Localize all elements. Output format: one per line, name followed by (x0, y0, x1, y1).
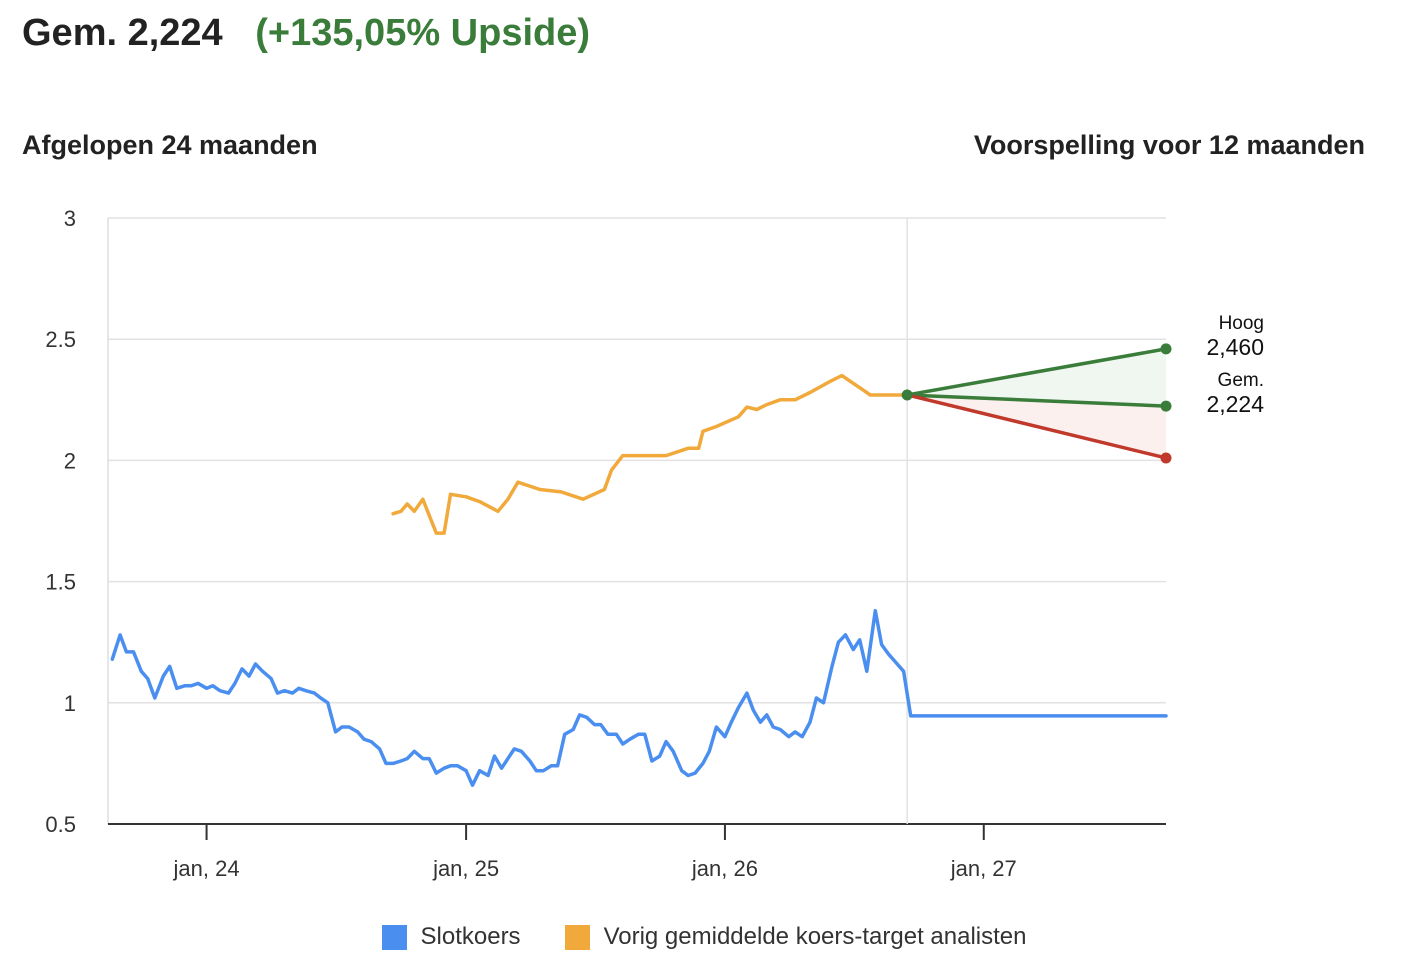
x-tick-label: jan, 25 (432, 856, 499, 881)
forecast-high-line (906, 347, 1167, 397)
legend-item-close[interactable]: Slotkoers (381, 923, 521, 951)
x-tick-label: jan, 27 (950, 856, 1017, 881)
legend-label-close: Slotkoers (420, 923, 521, 950)
y-tick-label: 0.5 (45, 812, 76, 837)
y-tick-label: 2.5 (45, 327, 76, 352)
forecast-start-point (901, 389, 913, 401)
forecast-low-line (906, 393, 1167, 460)
forecast-avg-point (1160, 400, 1172, 412)
analyst-target-line (391, 373, 909, 535)
y-tick-label: 1 (64, 691, 76, 716)
headline: Gem. 2,224 (+135,05% Upside) (22, 12, 590, 55)
forecast-low-point (1160, 452, 1172, 464)
forecast-period-label: Voorspelling voor 12 maanden (973, 130, 1365, 160)
legend-swatch-close (381, 924, 407, 950)
legend-swatch-target (564, 924, 590, 950)
average-target-price: Gem. 2,224 (22, 12, 223, 54)
x-tick-label: jan, 24 (173, 856, 240, 881)
y-tick-label: 3 (64, 206, 76, 231)
upside-percentage: (+135,05% Upside) (255, 12, 591, 54)
forecast-avg-label: Gem. (1218, 370, 1264, 391)
forecast-avg-line (907, 393, 1167, 408)
forecast-high-point (1160, 343, 1172, 355)
close-price-line (110, 608, 1168, 787)
y-tick-label: 1.5 (45, 570, 76, 595)
forecast-upper-band (907, 348, 1166, 407)
chart-legend: Slotkoers Vorig gemiddelde koers-target … (0, 923, 1408, 951)
forecast-high-value: 2,460 (1206, 334, 1264, 360)
y-tick-label: 2 (64, 448, 76, 473)
legend-label-target: Vorig gemiddelde koers-target analisten (603, 923, 1027, 950)
legend-item-target[interactable]: Vorig gemiddelde koers-target analisten (564, 923, 1027, 951)
past-period-label: Afgelopen 24 maanden (22, 130, 318, 160)
x-tick-label: jan, 26 (691, 856, 758, 881)
forecast-high-label: Hoog (1219, 313, 1264, 334)
forecast-avg-value: 2,224 (1206, 391, 1264, 417)
